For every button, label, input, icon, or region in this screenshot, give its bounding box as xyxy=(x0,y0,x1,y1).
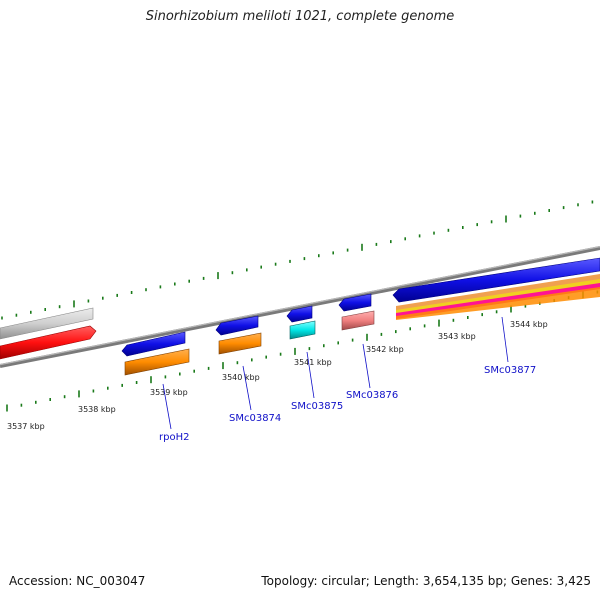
misc-feature[interactable] xyxy=(0,325,97,360)
gene-feature-SMc03874[interactable] xyxy=(215,315,259,336)
gene-labels: rpoH2 SMc03874 SMc03875 SMc03876 SMc0387… xyxy=(159,365,536,443)
cds-feature-rpoH2[interactable] xyxy=(124,348,190,376)
ruler-label: 3540 kbp xyxy=(222,373,260,382)
gene-feature-rpoH2[interactable] xyxy=(121,331,186,357)
genome-title: Sinorhizobium meliloti 1021, complete ge… xyxy=(145,9,455,24)
ruler-label: 3544 kbp xyxy=(510,320,548,329)
gene-label-SMc03876[interactable]: SMc03876 xyxy=(346,390,398,401)
trna-feature-SMc03876[interactable] xyxy=(341,310,375,331)
pseudogene-feature[interactable] xyxy=(0,307,94,340)
ruler-labels: 3537 kbp 3538 kbp 3539 kbp 3540 kbp 3541… xyxy=(7,320,548,431)
ruler-label: 3539 kbp xyxy=(150,388,188,397)
outer-ruler-ticks xyxy=(1,200,594,320)
overlapping-features-SMc03877[interactable] xyxy=(396,274,600,320)
rrna-feature-SMc03875[interactable] xyxy=(289,320,316,340)
cds-feature-SMc03874[interactable] xyxy=(218,332,262,355)
ruler-label: 3538 kbp xyxy=(78,405,116,414)
genome-summary: Topology: circular; Length: 3,654,135 bp… xyxy=(261,574,591,588)
accession-label: Accession: NC_003047 xyxy=(9,574,146,588)
label-leaders xyxy=(162,316,509,430)
genome-backbone xyxy=(0,246,600,368)
gene-label-SMc03877[interactable]: SMc03877 xyxy=(484,365,536,376)
gene-feature-SMc03876[interactable] xyxy=(338,293,372,312)
gene-label-SMc03874[interactable]: SMc03874 xyxy=(229,413,281,424)
gene-label-rpoH2[interactable]: rpoH2 xyxy=(159,432,189,443)
ruler-label: 3543 kbp xyxy=(438,332,476,341)
gene-label-SMc03875[interactable]: SMc03875 xyxy=(291,401,343,412)
ruler-label: 3542 kbp xyxy=(366,345,404,354)
gene-feature-SMc03875[interactable] xyxy=(286,305,313,323)
ruler-label: 3541 kbp xyxy=(294,358,332,367)
ruler-label: 3537 kbp xyxy=(7,422,45,431)
gene-feature-SMc03877[interactable] xyxy=(392,257,600,303)
